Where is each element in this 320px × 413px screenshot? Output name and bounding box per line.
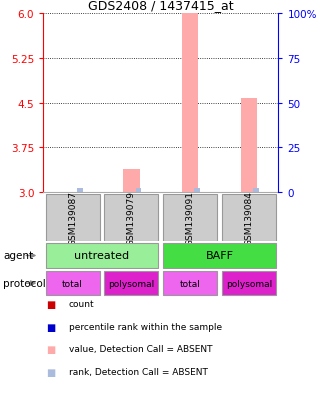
Text: GSM139079: GSM139079 (127, 190, 136, 245)
Text: value, Detection Call = ABSENT: value, Detection Call = ABSENT (69, 344, 212, 354)
Text: ■: ■ (46, 322, 56, 332)
Bar (241, 99, 257, 192)
Text: untreated: untreated (75, 251, 130, 261)
Bar (222, 271, 276, 296)
Bar (163, 271, 217, 296)
Text: GSM139084: GSM139084 (244, 190, 253, 245)
Bar (77, 189, 83, 192)
Bar (45, 244, 158, 268)
Bar (123, 170, 140, 192)
Bar (45, 271, 100, 296)
Bar (45, 194, 100, 242)
Text: agent: agent (3, 251, 33, 261)
Text: polysomal: polysomal (226, 279, 272, 288)
Text: ■: ■ (46, 344, 56, 354)
Bar (104, 194, 158, 242)
Text: GSM139091: GSM139091 (186, 190, 195, 245)
Text: protocol: protocol (3, 278, 46, 289)
Bar (163, 244, 276, 268)
Bar (104, 271, 158, 296)
Text: ■: ■ (46, 367, 56, 377)
Text: total: total (180, 279, 201, 288)
Text: ■: ■ (46, 299, 56, 309)
Bar (163, 194, 217, 242)
Text: count: count (69, 299, 94, 308)
Title: GDS2408 / 1437415_at: GDS2408 / 1437415_at (88, 0, 234, 12)
Bar (253, 188, 259, 192)
Bar (182, 14, 198, 192)
Text: GSM139087: GSM139087 (68, 190, 77, 245)
Text: rank, Detection Call = ABSENT: rank, Detection Call = ABSENT (69, 367, 208, 376)
Bar (222, 194, 276, 242)
Text: percentile rank within the sample: percentile rank within the sample (69, 322, 222, 331)
Bar (135, 189, 141, 192)
Text: polysomal: polysomal (108, 279, 155, 288)
Text: total: total (62, 279, 83, 288)
Bar (194, 188, 200, 192)
Text: BAFF: BAFF (206, 251, 234, 261)
